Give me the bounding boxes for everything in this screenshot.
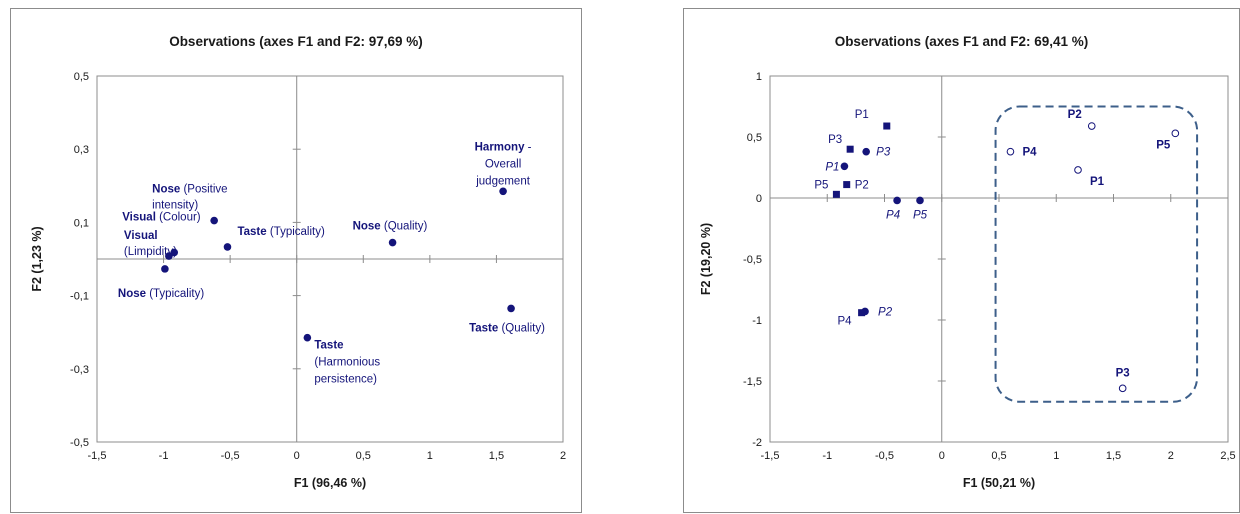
y-tick-label: -0,3 (70, 364, 89, 376)
data-point (303, 333, 312, 342)
x-tick-label: 0 (939, 450, 945, 462)
data-point-open-circle (1171, 129, 1180, 138)
highlight-box (994, 105, 1199, 403)
y-tick-label: 0 (756, 193, 762, 205)
y-tick-label: -1,5 (743, 376, 762, 388)
data-label: P1 (855, 109, 869, 121)
x-tick-label: 1 (427, 450, 433, 462)
data-point (388, 238, 397, 247)
x-tick-label: 1 (1053, 450, 1059, 462)
data-point-square (843, 181, 851, 189)
data-label: Taste (Typicality) (237, 226, 325, 238)
data-label: P1 (1090, 176, 1105, 188)
data-label: Visual (124, 230, 158, 242)
chart-right-plot: -1,5 -1 -0,5 0 0,5 1 1,5 2 2,5-2-1,5-1-0,500,51F… (699, 71, 1236, 490)
data-label: P5 (814, 179, 828, 191)
plot-area (769, 75, 1229, 443)
y-tick-label: -0,1 (70, 291, 89, 303)
data-point-square (883, 122, 891, 130)
data-point (499, 187, 507, 196)
y-axis-label: F2 (1,23 %) (30, 226, 44, 291)
chart-title-right: Observations (axes F1 and F2: 69,41 %) (834, 34, 1089, 49)
y-axis-label: F2 (19,20 %) (699, 223, 713, 295)
data-label: (Harmonious (314, 357, 380, 369)
data-point (210, 216, 218, 225)
data-label: Nose (Positive (152, 184, 227, 196)
data-label: Harmony - (475, 141, 532, 153)
data-label: P4 (838, 316, 853, 328)
data-point (165, 252, 173, 260)
y-tick-label: -0,5 (70, 437, 89, 449)
x-tick-label: 1,5 (489, 450, 504, 462)
x-tick-label: 2 (560, 450, 566, 462)
data-label: Nose (Typicality) (118, 288, 204, 300)
chart-panel-right: Observations (axes F1 and F2: 69,41 %) -… (683, 8, 1240, 513)
data-label: P1 (825, 161, 839, 173)
data-label: P3 (1116, 367, 1130, 379)
data-label: P5 (913, 209, 928, 221)
data-label: (Limpidity) (124, 246, 177, 258)
data-point-open-circle (1118, 384, 1127, 393)
y-tick-label: -2 (752, 437, 762, 449)
x-tick-label: -0,5 (221, 450, 240, 462)
x-tick-label: -0,5 (875, 450, 894, 462)
data-label: judgement (475, 175, 531, 187)
data-label: P5 (1156, 139, 1171, 151)
x-tick-label: 2,5 (1220, 450, 1235, 462)
x-tick-label: 0,5 (356, 450, 371, 462)
data-label: P2 (878, 306, 893, 318)
data-label: P4 (886, 209, 900, 221)
data-point-square (832, 190, 840, 198)
data-label: intensity) (152, 200, 198, 212)
data-label: Taste (Quality) (469, 322, 545, 334)
data-point-square (846, 145, 854, 153)
x-axis-label: F1 (96,46 %) (294, 476, 366, 490)
data-label: P2 (1068, 109, 1082, 121)
data-label: P2 (855, 180, 869, 192)
chart-title-left: Observations (axes F1 and F2: 97,69 %) (169, 34, 423, 49)
data-label: Nose (Quality) (353, 221, 428, 233)
chart-left-plot: -1,5 -1 -0,5 0 0,5 1 1,5 2 -0,5 -0,3 -0,1 0,1 0,3 0,5… (30, 71, 566, 490)
y-tick-label: 0,5 (747, 132, 762, 144)
data-point (223, 243, 232, 251)
x-tick-label: -1,5 (88, 450, 107, 462)
data-label: Visual (Colour) (122, 211, 201, 223)
y-tick-label: 0,3 (74, 144, 89, 156)
data-point-open-circle (1074, 166, 1082, 174)
x-tick-label: 2 (1168, 450, 1174, 462)
x-tick-label: 0 (294, 450, 300, 462)
x-tick-label: -1 (159, 450, 169, 462)
data-point-dot (861, 307, 869, 316)
data-point-dot (893, 196, 901, 205)
x-tick-label: -1,5 (761, 450, 780, 462)
y-tick-label: -0,5 (743, 254, 762, 266)
y-tick-label: 0,5 (74, 71, 89, 83)
data-point-dot (916, 196, 924, 205)
data-label: P3 (876, 147, 891, 159)
data-label: P4 (1022, 147, 1037, 159)
data-label: Overall (485, 158, 521, 170)
data-point (170, 248, 179, 257)
data-point-open-circle (1087, 122, 1096, 130)
y-tick-label: 1 (756, 71, 762, 83)
data-point (507, 304, 515, 313)
data-label: P3 (828, 134, 842, 146)
data-point-dot (862, 147, 870, 156)
y-tick-label: 0,1 (74, 217, 89, 229)
x-axis-label: F1 (50,21 %) (963, 476, 1035, 490)
data-point-open-circle (1006, 147, 1015, 156)
y-tick-label: -1 (752, 315, 762, 327)
x-tick-label: 0,5 (991, 450, 1006, 462)
x-tick-label: 1,5 (1106, 450, 1121, 462)
data-label: Taste (314, 340, 343, 352)
data-point-dot (840, 162, 849, 171)
x-tick-label: -1 (822, 450, 832, 462)
data-point (161, 265, 169, 273)
data-label: persistence) (314, 374, 377, 386)
chart-panel-left: Observations (axes F1 and F2: 97,69 %) -… (10, 8, 582, 513)
